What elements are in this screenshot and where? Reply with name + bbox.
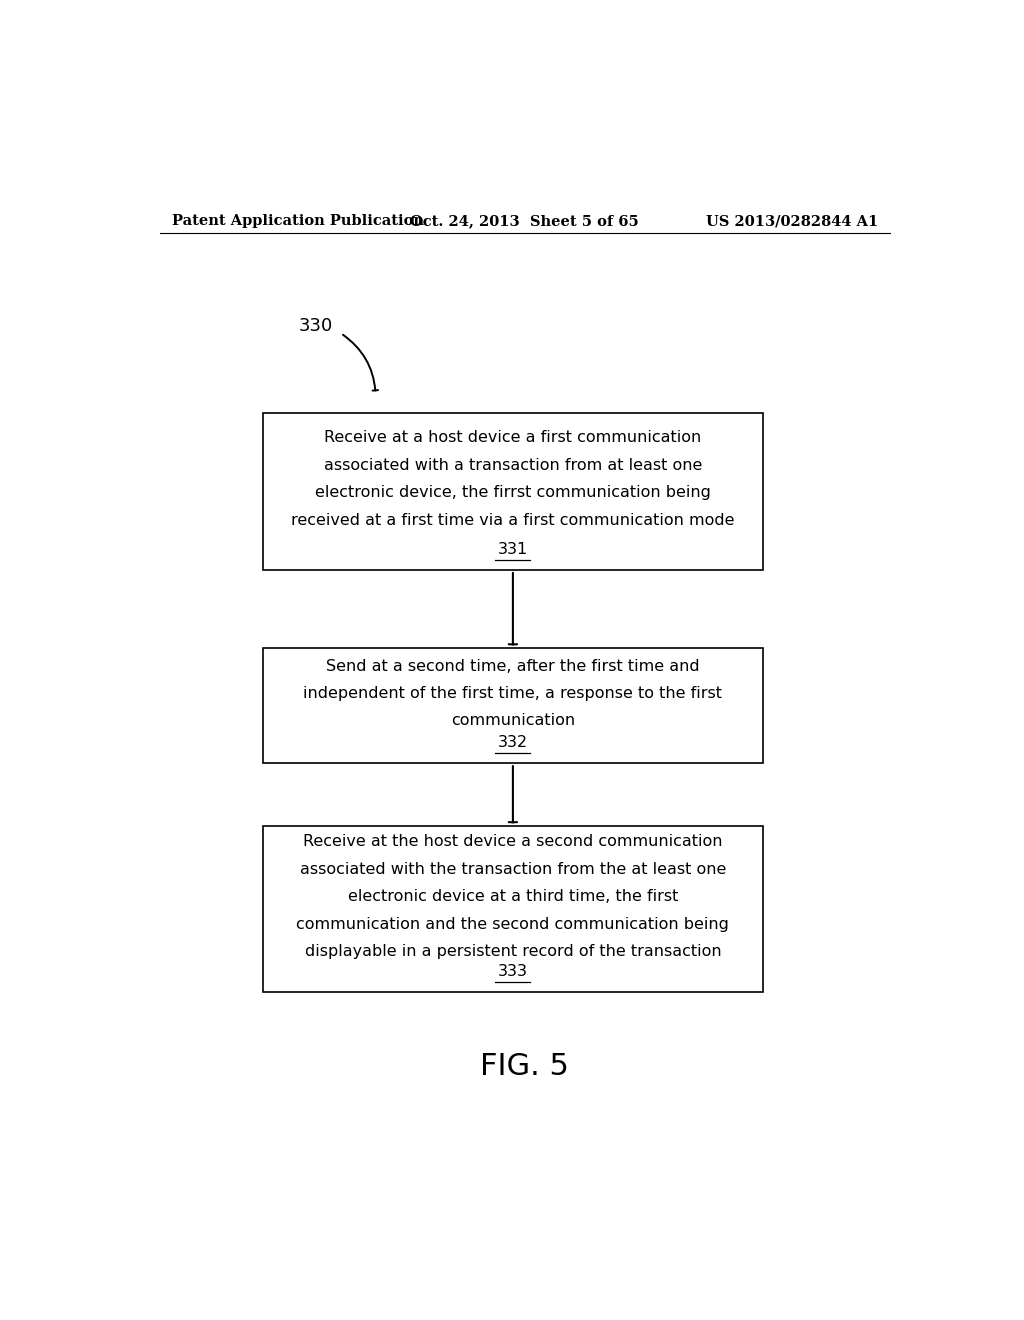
Text: 332: 332 [498, 735, 528, 750]
Text: 331: 331 [498, 543, 528, 557]
Text: 330: 330 [299, 317, 333, 335]
Text: Receive at the host device a second communication: Receive at the host device a second comm… [303, 834, 723, 850]
Text: electronic device, the firrst communication being: electronic device, the firrst communicat… [315, 486, 711, 500]
Text: communication and the second communication being: communication and the second communicati… [297, 917, 729, 932]
Text: Oct. 24, 2013  Sheet 5 of 65: Oct. 24, 2013 Sheet 5 of 65 [411, 214, 639, 228]
FancyBboxPatch shape [263, 826, 763, 991]
Text: independent of the first time, a response to the first: independent of the first time, a respons… [303, 686, 722, 701]
Text: associated with the transaction from the at least one: associated with the transaction from the… [300, 862, 726, 876]
Text: received at a first time via a first communication mode: received at a first time via a first com… [291, 512, 734, 528]
Text: FIG. 5: FIG. 5 [480, 1052, 569, 1081]
FancyBboxPatch shape [263, 412, 763, 570]
Text: communication: communication [451, 714, 574, 729]
Text: associated with a transaction from at least one: associated with a transaction from at le… [324, 458, 702, 473]
FancyBboxPatch shape [263, 648, 763, 763]
Text: displayable in a persistent record of the transaction: displayable in a persistent record of th… [304, 944, 721, 960]
Text: Send at a second time, after the first time and: Send at a second time, after the first t… [326, 659, 699, 673]
Text: US 2013/0282844 A1: US 2013/0282844 A1 [706, 214, 878, 228]
Text: Patent Application Publication: Patent Application Publication [172, 214, 424, 228]
Text: Receive at a host device a first communication: Receive at a host device a first communi… [325, 430, 701, 445]
Text: electronic device at a third time, the first: electronic device at a third time, the f… [348, 890, 678, 904]
Text: 333: 333 [498, 964, 528, 979]
